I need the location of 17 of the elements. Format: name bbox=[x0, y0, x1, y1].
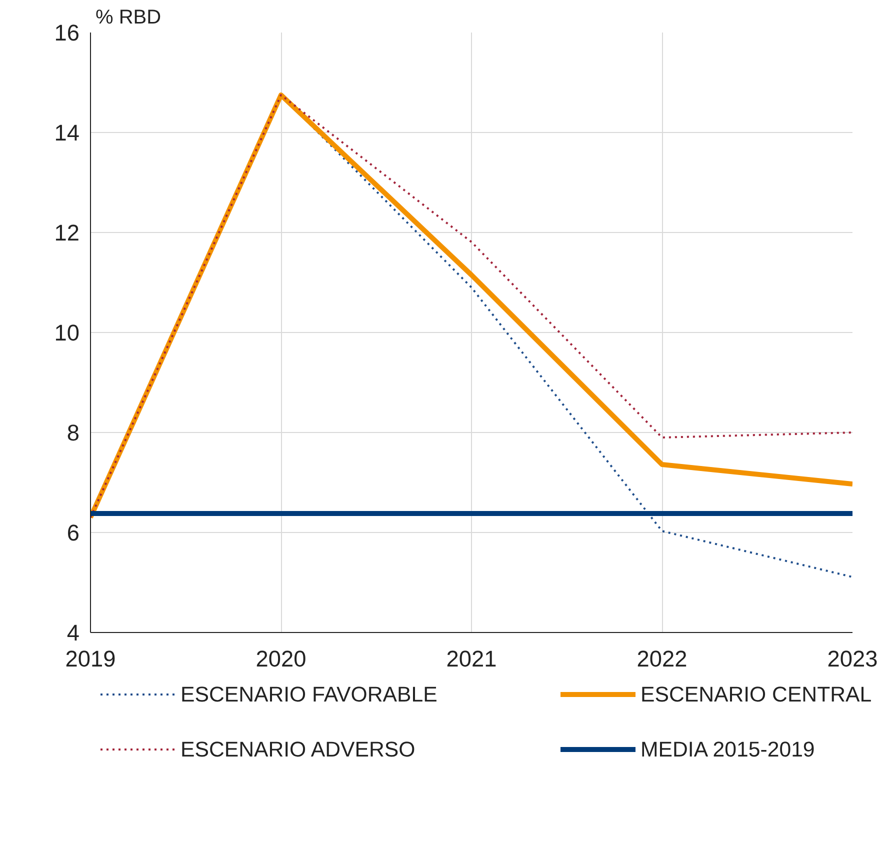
y-tick-label: 14 bbox=[54, 120, 80, 146]
legend-label: ESCENARIO FAVORABLE bbox=[180, 682, 438, 706]
x-tick-label: 2020 bbox=[256, 646, 306, 672]
y-tick-label: 16 bbox=[54, 20, 80, 46]
legend-label: ESCENARIO CENTRAL bbox=[640, 682, 872, 706]
y-axis-title: % RBD bbox=[96, 6, 162, 28]
y-tick-label: 12 bbox=[54, 220, 80, 246]
x-tick-label: 2019 bbox=[65, 646, 116, 672]
legend-label: ESCENARIO ADVERSO bbox=[180, 738, 416, 762]
x-tick-label: 2022 bbox=[636, 646, 688, 672]
y-tick-label: 8 bbox=[66, 420, 80, 446]
y-tick-label: 4 bbox=[66, 620, 80, 646]
x-tick-label: 2023 bbox=[827, 646, 878, 672]
y-tick-label: 6 bbox=[66, 520, 80, 546]
y-tick-label: 10 bbox=[54, 320, 80, 346]
x-tick-label: 2021 bbox=[446, 646, 497, 672]
legend-label: MEDIA 2015-2019 bbox=[640, 738, 815, 762]
